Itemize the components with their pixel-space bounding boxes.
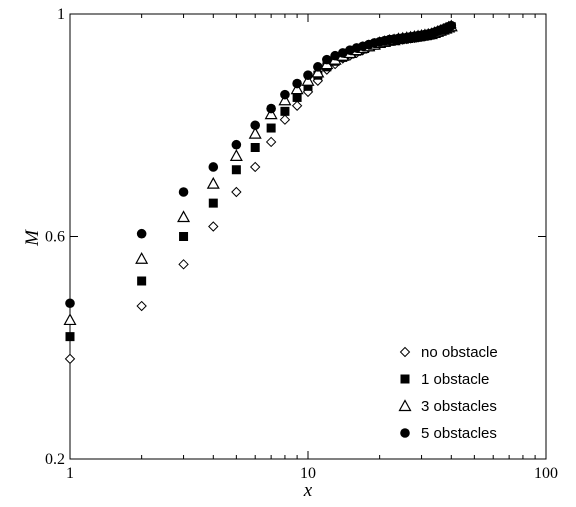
data-point (208, 162, 219, 172)
data-point (135, 252, 149, 264)
y-tick-label: 1 (57, 6, 65, 23)
axis-ticks: 1 10 100 0.2 0.6 1 (45, 6, 558, 482)
x-tick-label: 100 (534, 465, 558, 482)
legend: no obstacle 1 obstacle 3 obstacles 5 obstac… (398, 344, 498, 442)
data-point (311, 65, 325, 78)
legend-label: no obstacle (421, 344, 498, 361)
legend-marker (400, 374, 410, 384)
data-point (208, 221, 219, 232)
data-point (264, 107, 278, 120)
data-point (231, 165, 241, 175)
data-point (136, 300, 147, 312)
y-axis-title: M (22, 229, 43, 247)
series-3-obstacles (63, 19, 458, 326)
data-point (65, 298, 75, 309)
legend-marker (400, 428, 410, 438)
data-point (65, 332, 75, 342)
data-point (64, 353, 76, 365)
data-point (301, 74, 315, 86)
data-point (229, 149, 243, 161)
data-point (136, 228, 147, 239)
data-point (290, 82, 304, 95)
legend-label: 5 obstacles (421, 425, 497, 442)
data-point (313, 62, 323, 72)
data-point (179, 232, 189, 241)
data-point (322, 54, 332, 65)
data-point (265, 136, 277, 148)
y-tick-label: 0.6 (45, 229, 65, 246)
x-tick-label: 10 (300, 465, 316, 482)
data-point (303, 70, 313, 80)
series-1-obstacle (65, 22, 456, 342)
data-point (178, 259, 189, 270)
data-point (63, 313, 77, 326)
legend-label: 3 obstacles (421, 398, 497, 415)
data-point (137, 276, 147, 286)
data-point (266, 123, 276, 133)
data-point (280, 106, 290, 116)
data-point (292, 78, 302, 89)
data-point (208, 198, 218, 208)
data-point (266, 103, 276, 114)
data-point (446, 20, 457, 31)
data-point (250, 143, 260, 152)
data-point (231, 186, 242, 198)
data-point (177, 210, 191, 223)
legend-marker (399, 346, 411, 358)
x-tick-label: 1 (66, 465, 74, 482)
data-point (303, 81, 313, 91)
data-marks (63, 19, 458, 365)
series-5-obstacles (65, 20, 457, 309)
data-point (278, 93, 292, 106)
legend-marker (398, 399, 412, 412)
legend-label: 1 obstacle (421, 371, 489, 388)
data-point (231, 139, 242, 150)
data-point (292, 92, 302, 102)
data-point (249, 161, 261, 173)
data-point (178, 187, 189, 197)
y-tick-label: 0.2 (45, 451, 65, 468)
data-point (280, 89, 290, 100)
data-point (250, 120, 260, 131)
x-axis-title: x (303, 480, 313, 501)
data-point (291, 100, 303, 111)
data-point (279, 114, 291, 125)
data-point (206, 176, 220, 189)
data-point (248, 126, 262, 139)
series-no-obstacle (64, 22, 457, 365)
data-point (330, 50, 340, 61)
